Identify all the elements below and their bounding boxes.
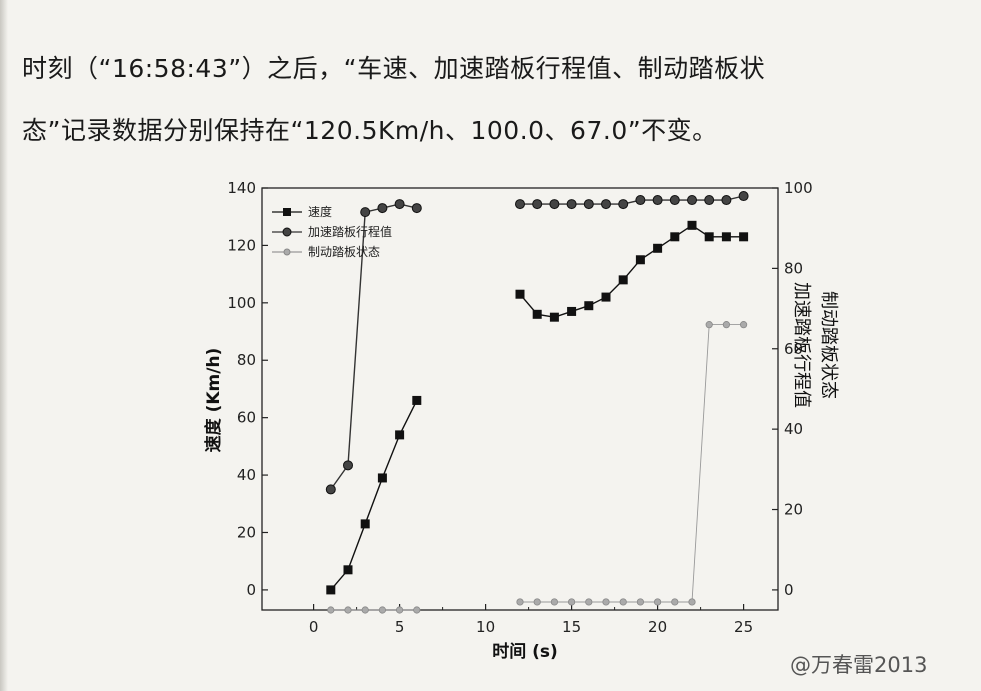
data-point-brake [327,606,335,614]
y-left-tick-label: 20 [237,523,256,541]
legend-marker-square [283,208,291,216]
data-point-brake [413,606,421,614]
data-point-speed [653,243,663,253]
x-tick-label: 25 [734,618,753,636]
y-right-tick-label: 40 [784,420,803,438]
y-right-tick-label: 0 [784,581,794,599]
data-point-speed [618,275,628,285]
data-point-speed [704,232,714,242]
paragraph-line-1: 时刻（“16:58:43”）之后，“车速、加速踏板行程值、制动踏板状 [22,54,766,83]
y-right-tick-label: 80 [784,259,803,277]
legend-marker-small-circle [283,248,291,256]
data-point-accelerator [325,484,336,495]
data-point-speed [721,232,731,242]
y-left-tick-label: 40 [237,466,256,484]
y-axis-right-label-2: 制动踏板状态 [818,291,839,399]
data-point-accelerator [618,199,629,210]
y-left-tick-label: 140 [227,179,256,197]
data-point-accelerator [532,199,543,210]
data-point-accelerator [687,195,697,206]
data-point-speed [326,585,336,595]
data-point-accelerator [394,199,405,210]
data-point-brake [739,321,748,329]
legend-label: 速度 [308,204,332,219]
data-point-speed [360,519,370,529]
y-left-tick-label: 80 [237,351,256,369]
data-point-speed [515,289,525,299]
x-axis-label: 时间 (s) [492,641,558,662]
watermark: @万春雷2013 [790,653,928,677]
data-point-speed [377,473,387,483]
data-point-accelerator [652,195,663,206]
data-point-brake [361,606,369,614]
data-point-accelerator [601,199,611,210]
x-tick-label: 5 [395,618,405,636]
x-tick-label: 15 [562,618,581,636]
data-point-brake [705,321,713,329]
y-left-tick-label: 60 [237,409,256,427]
series-line [520,324,744,603]
data-point-brake [653,598,662,606]
data-point-speed [567,306,577,316]
data-point-speed [343,565,353,575]
paragraph-line-2: 态”记录数据分别保持在“120.5Km/h、100.0、67.0”不变。 [22,116,718,145]
data-point-brake [533,598,541,606]
y-right-tick-label: 20 [784,501,803,519]
y-right-tick-label: 100 [784,179,813,197]
data-point-accelerator [549,199,560,210]
plot-frame [261,187,779,611]
data-point-accelerator [343,460,353,471]
data-point-speed [739,232,749,242]
data-point-accelerator [669,195,680,206]
data-point-brake [619,598,627,606]
data-point-speed [670,232,680,242]
page-edge-shadow [0,0,8,691]
data-point-accelerator [411,203,422,214]
data-point-accelerator [583,199,594,210]
data-point-brake [671,598,679,606]
data-point-speed [584,301,594,311]
y-right-tick-label: 60 [784,340,803,358]
x-tick-label: 20 [648,618,667,636]
data-point-brake [395,606,404,614]
legend-label: 制动踏板状态 [308,245,380,259]
data-point-brake [602,598,610,606]
data-point-brake [344,606,352,614]
data-point-accelerator [635,195,646,206]
data-point-brake [550,598,559,606]
data-point-brake [378,606,386,614]
legend-marker-circle [282,227,292,237]
legend-label: 加速踏板行程值 [308,224,392,239]
y-axis-right-label-1: 加速踏板行程值 [791,282,812,408]
data-point-brake [567,598,576,606]
data-point-accelerator [515,199,525,210]
data-point-accelerator [721,195,732,206]
series-line [330,400,418,591]
data-point-accelerator [738,191,749,202]
data-point-speed [412,395,422,405]
data-point-brake [516,598,524,606]
data-point-accelerator [360,207,371,218]
y-left-tick-label: 100 [227,294,256,312]
data-point-brake [722,321,731,329]
x-tick-label: 10 [476,618,495,636]
data-point-accelerator [566,199,577,210]
data-point-accelerator [704,195,715,206]
body-paragraph: 时刻（“16:58:43”）之后，“车速、加速踏板行程值、制动踏板状 态”记录数… [22,38,967,162]
data-point-brake [636,598,645,606]
data-point-speed [601,292,611,302]
y-axis-left-label: 速度 (Km/h) [203,348,224,453]
data-point-speed [635,255,645,265]
y-left-tick-label: 120 [227,236,256,254]
x-tick-label: 0 [309,618,319,636]
data-point-brake [688,598,696,606]
data-point-brake [585,598,593,606]
data-point-speed [549,312,559,322]
data-point-accelerator [377,203,388,214]
data-point-speed [687,220,697,230]
data-point-speed [395,430,405,440]
y-left-tick-label: 0 [246,581,256,599]
data-point-speed [532,309,542,319]
